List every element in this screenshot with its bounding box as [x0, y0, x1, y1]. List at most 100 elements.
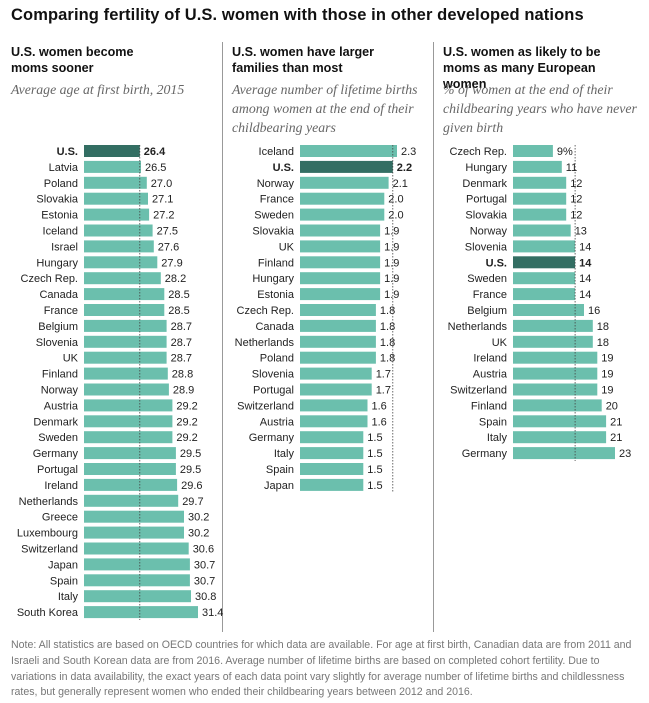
category-label: Latvia: [49, 162, 79, 174]
value-label: 11: [566, 162, 577, 174]
bar: [513, 319, 593, 332]
category-label: Canada: [255, 321, 294, 333]
bar: [513, 431, 607, 444]
category-label: Norway: [41, 385, 79, 397]
bar-charts: U.S. 26.4 Latvia 26.5 Poland 27.0 Slovakia 27.1…: [17, 145, 631, 620]
bar: [513, 447, 615, 460]
panel-2-bars: Iceland 2.3 U.S. 2.2 Norway 2.1 France 2.0 Swede…: [235, 145, 416, 493]
panel-3-header: U.S. women as likely to be moms as many …: [443, 45, 601, 91]
value-label: 1.7: [376, 385, 391, 397]
bar: [513, 240, 576, 253]
category-label: Iceland: [43, 226, 78, 238]
panel-divider-2: [433, 42, 434, 632]
category-label: Norway: [470, 226, 508, 238]
category-label: Israel: [51, 241, 78, 253]
value-label: 14: [579, 257, 592, 269]
category-label: UK: [492, 337, 508, 349]
value-label: 1.9: [384, 257, 399, 269]
bar: [84, 224, 153, 237]
category-label: Ireland: [473, 353, 507, 365]
category-label: U.S.: [486, 257, 507, 269]
value-label: 1.9: [384, 226, 399, 238]
bar: [84, 160, 141, 173]
category-label: Czech Rep.: [237, 305, 294, 317]
bar: [84, 288, 165, 301]
category-label: Belgium: [38, 321, 78, 333]
highlight-bar: [84, 145, 140, 157]
bar: [513, 399, 602, 412]
value-label: 26.4: [144, 146, 166, 158]
value-label: 21: [610, 432, 622, 444]
bar: [513, 304, 584, 316]
category-label: Sweden: [38, 432, 78, 444]
panel-1-bars: U.S. 26.4 Latvia 26.5 Poland 27.0 Slovakia 27.1…: [17, 145, 223, 620]
value-label: 27.2: [153, 210, 174, 222]
category-label: Germany: [462, 448, 508, 460]
category-label: Finland: [42, 369, 78, 381]
category-label: Switzerland: [237, 400, 294, 412]
value-label: 27.1: [152, 194, 173, 206]
value-label: 19: [601, 385, 613, 397]
category-label: South Korea: [17, 607, 79, 619]
highlight-bar: [513, 256, 576, 269]
footnote: Note: All statistics are based on OECD c…: [11, 639, 632, 699]
bar: [513, 288, 576, 301]
bar: [84, 415, 173, 428]
bar: [84, 606, 198, 619]
category-label: UK: [63, 353, 79, 365]
bar: [84, 351, 167, 364]
value-label: 30.2: [188, 528, 209, 540]
bar: [84, 574, 190, 587]
category-label: Hungary: [465, 162, 507, 174]
value-label: 1.5: [367, 448, 382, 460]
bar: [84, 240, 154, 253]
category-label: Czech Rep.: [450, 146, 507, 158]
value-label: 27.5: [157, 226, 178, 238]
category-label: Portugal: [253, 385, 294, 397]
value-label: 26.5: [145, 162, 166, 174]
bar: [84, 256, 158, 269]
bar: [513, 415, 607, 428]
value-label: 19: [601, 353, 613, 365]
category-label: Slovakia: [252, 226, 294, 238]
category-label: Greece: [42, 512, 78, 524]
bar: [513, 145, 553, 157]
value-label: 1.7: [376, 369, 391, 381]
value-label: 14: [579, 241, 591, 253]
category-label: Hungary: [252, 273, 294, 285]
value-label: 1.9: [384, 289, 399, 301]
value-label: 30.6: [193, 544, 214, 556]
panel-2-subtitle: Average number of lifetime births among …: [232, 82, 418, 135]
panel-1-subtitle: Average age at first birth, 2015: [11, 82, 185, 97]
bar: [84, 526, 184, 539]
bar: [300, 383, 372, 396]
category-label: Denmark: [33, 416, 78, 428]
bar: [513, 367, 598, 380]
category-label: Portugal: [466, 194, 507, 206]
bar: [84, 431, 173, 444]
value-label: 1.8: [380, 305, 395, 317]
value-label: 2.1: [393, 178, 408, 190]
category-label: France: [260, 194, 294, 206]
bar: [300, 176, 389, 189]
bar: [84, 208, 150, 221]
category-label: Norway: [257, 178, 295, 190]
value-label: 14: [579, 273, 591, 285]
category-label: France: [44, 305, 78, 317]
bar: [300, 240, 381, 253]
category-label: Poland: [44, 178, 78, 190]
category-label: Germany: [249, 432, 295, 444]
category-label: Italy: [58, 591, 79, 603]
bar: [84, 272, 161, 285]
value-label: 29.5: [180, 448, 201, 460]
value-label: 30.7: [194, 575, 215, 587]
category-label: Italy: [487, 432, 508, 444]
value-label: 30.8: [195, 591, 216, 603]
bar: [84, 319, 167, 332]
category-label: Slovenia: [465, 241, 508, 253]
category-label: Spain: [266, 464, 294, 476]
bar: [513, 335, 593, 348]
bar: [300, 224, 381, 237]
value-label: 29.2: [176, 416, 197, 428]
value-label: 28.5: [168, 289, 189, 301]
